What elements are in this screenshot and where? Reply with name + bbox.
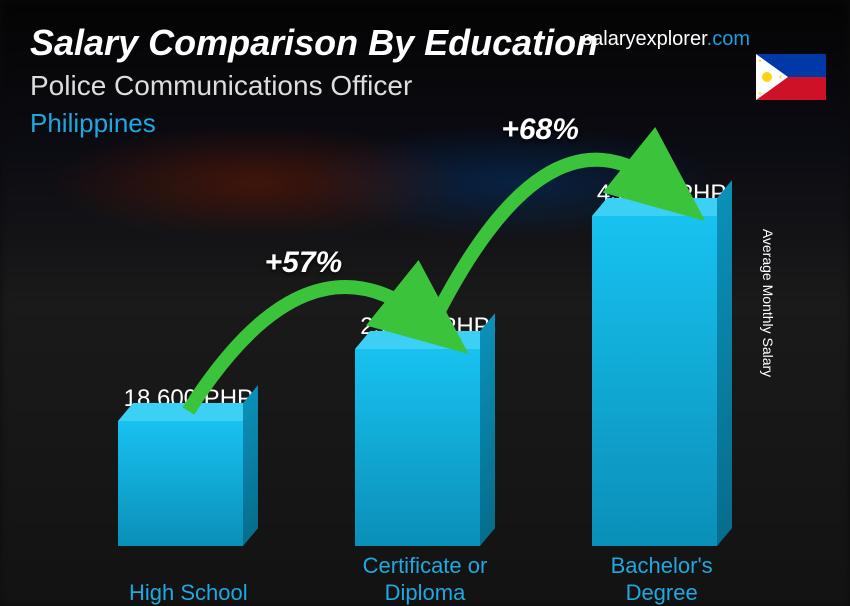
bar-top-face — [118, 403, 258, 439]
chart-subtitle: Police Communications Officer — [30, 70, 820, 102]
content-panel: Salary Comparison By Education Police Co… — [0, 0, 850, 606]
bar-top-face — [592, 198, 732, 234]
bar-chart: 18,600 PHP High School 29,300 PHP Certif… — [70, 150, 780, 546]
bar-label: Certificate or Diploma — [300, 553, 550, 606]
country-label: Philippines — [30, 108, 820, 139]
bar-front-face — [118, 421, 243, 546]
bar-side-face — [243, 385, 258, 546]
bar-3d: Bachelor's Degree — [592, 216, 732, 546]
bar-label: High School — [63, 580, 313, 606]
philippines-flag-icon — [756, 54, 826, 100]
bar-3d: High School — [118, 421, 258, 546]
bar-group: 29,300 PHP Certificate or Diploma — [325, 313, 525, 546]
increase-pct-label: +68% — [501, 113, 579, 147]
bar-label: Bachelor's Degree — [537, 553, 787, 606]
bar-group: 49,100 PHP Bachelor's Degree — [562, 180, 762, 546]
bar-side-face — [480, 313, 495, 546]
brand-domain: .com — [707, 28, 750, 50]
bar-front-face — [355, 349, 480, 546]
bar-top-face — [355, 331, 495, 367]
bar-side-face — [717, 180, 732, 546]
bar-3d: Certificate or Diploma — [355, 349, 495, 546]
bar-group: 18,600 PHP High School — [88, 385, 288, 546]
bar-front-face — [592, 216, 717, 546]
brand-name: salaryexplorer — [582, 28, 707, 50]
brand-logo: salaryexplorer.com — [582, 28, 750, 51]
increase-pct-label: +57% — [265, 246, 343, 280]
